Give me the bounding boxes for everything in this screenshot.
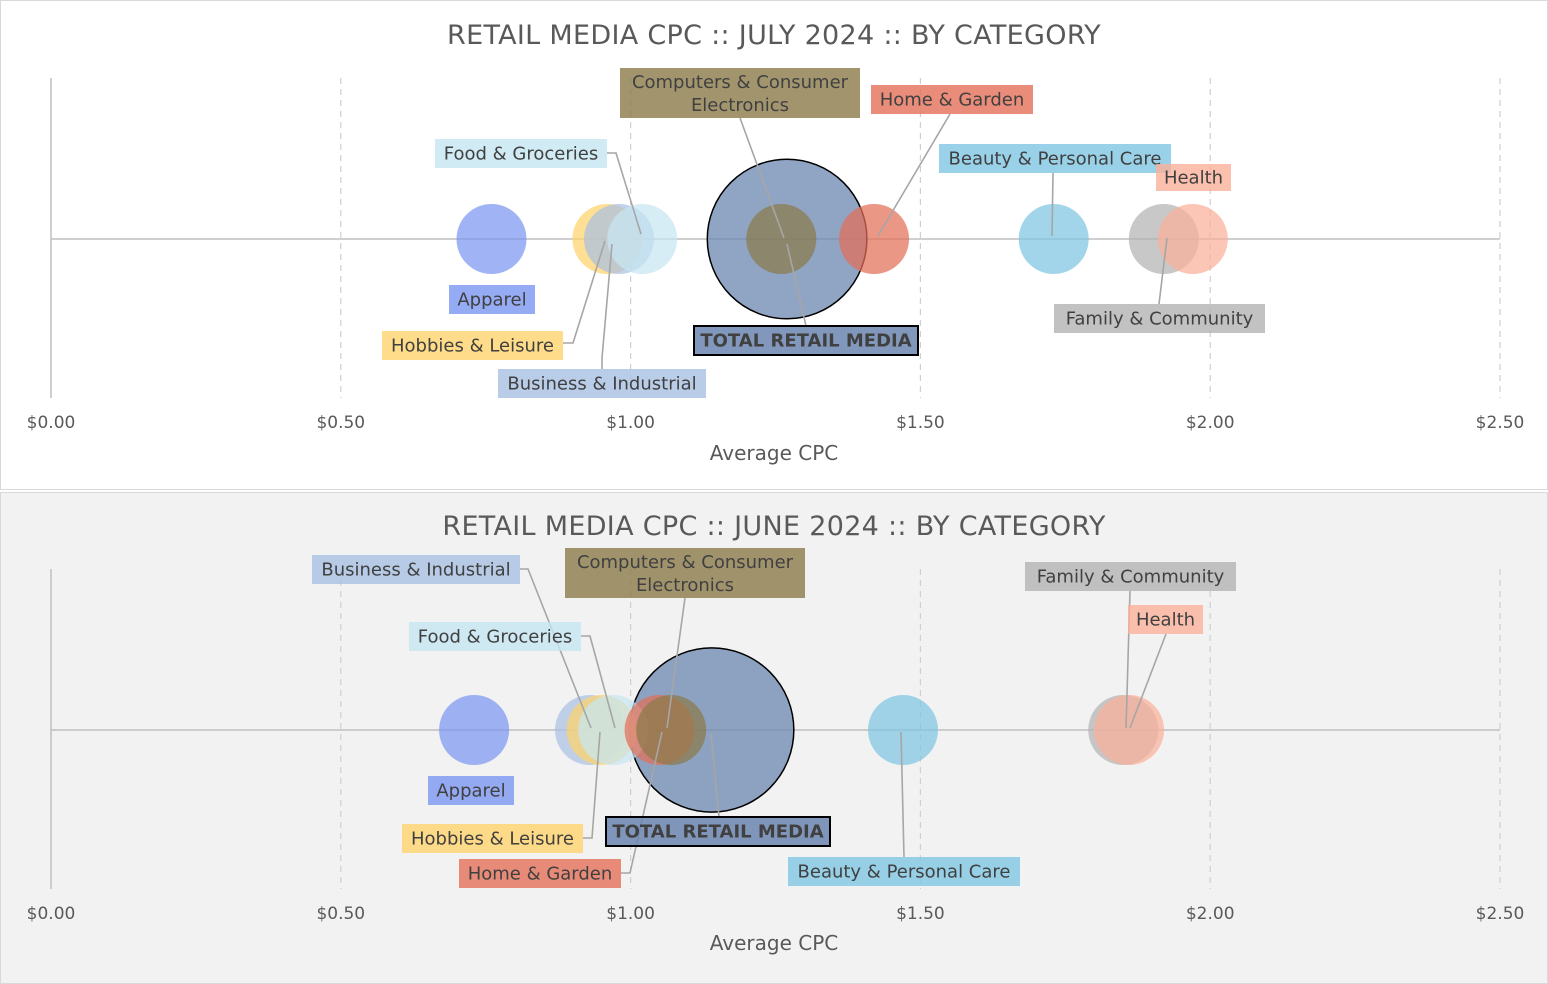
leader-line — [520, 568, 592, 729]
leader-line — [1129, 633, 1167, 729]
x-tick-label: $2.00 — [1186, 413, 1235, 433]
x-tick-label: $1.00 — [606, 904, 655, 924]
data-label-home-and-garden: Home & Garden — [468, 864, 613, 885]
label-box — [449, 285, 535, 314]
x-tick-label: $2.50 — [1476, 413, 1525, 433]
label-box — [1156, 164, 1231, 191]
data-label-beauty-and-personal-care: Beauty & Personal Care — [798, 862, 1011, 883]
leader-line — [1158, 237, 1168, 305]
data-label-total-retail-media: TOTAL RETAIL MEDIA — [700, 331, 911, 352]
bubble-computers-and-consumer-electronics — [636, 695, 707, 765]
data-label-food-and-groceries: Food & Groceries — [418, 627, 572, 648]
x-tick-label: $1.50 — [896, 413, 945, 433]
label-box — [402, 824, 583, 853]
leader-line — [666, 597, 686, 729]
leader-line — [621, 731, 663, 874]
bubble-apparel — [456, 204, 527, 274]
bubble-home-and-garden — [839, 204, 910, 274]
data-label-health: Health — [1164, 168, 1223, 189]
x-tick-label: $2.50 — [1476, 904, 1525, 924]
data-label-family-and-community: Family & Community — [1037, 567, 1225, 588]
leader-line — [601, 243, 613, 369]
label-box — [1025, 562, 1236, 591]
data-label-apparel: Apparel — [436, 781, 505, 802]
label-box — [693, 325, 919, 356]
data-label-food-and-groceries: Food & Groceries — [444, 144, 598, 165]
bubble-beauty-and-personal-care — [1018, 204, 1089, 274]
leader-line — [739, 117, 785, 239]
label-box — [498, 369, 706, 398]
bubble-health — [1157, 204, 1228, 274]
x-tick-label: $1.00 — [606, 413, 655, 433]
leader-line — [581, 635, 616, 729]
leader-line — [710, 733, 720, 818]
leader-line — [786, 243, 807, 327]
label-box — [565, 548, 805, 598]
x-tick-label: $1.50 — [896, 904, 945, 924]
leader-line — [877, 113, 951, 237]
label-box — [788, 857, 1020, 886]
label-box — [428, 776, 514, 805]
data-label-health: Health — [1136, 610, 1195, 631]
label-box — [939, 144, 1171, 173]
data-label-computers-and-consumer-electronics: Computers & Consumer Electronics — [577, 552, 794, 596]
label-box — [1128, 605, 1203, 634]
chart-title: RETAIL MEDIA CPC :: JULY 2024 :: BY CATE… — [447, 20, 1101, 51]
label-box — [620, 68, 860, 118]
data-label-home-and-garden: Home & Garden — [880, 90, 1025, 111]
data-label-business-and-industrial: Business & Industrial — [321, 560, 510, 581]
bubble-computers-and-consumer-electronics — [746, 204, 817, 274]
label-box — [312, 555, 520, 584]
x-tick-label: $0.50 — [316, 413, 365, 433]
chart-panel-2: RETAIL MEDIA CPC :: JUNE 2024 :: BY CATE… — [0, 492, 1548, 984]
data-label-beauty-and-personal-care: Beauty & Personal Care — [949, 149, 1162, 170]
leader-line — [563, 240, 606, 344]
data-label-total-retail-media: TOTAL RETAIL MEDIA — [612, 822, 823, 843]
data-label-hobbies-and-leisure: Hobbies & Leisure — [411, 829, 574, 850]
data-label-business-and-industrial: Business & Industrial — [507, 374, 696, 395]
x-axis-label: Average CPC — [710, 441, 838, 465]
data-label-computers-and-consumer-electronics: Computers & Consumer Electronics — [632, 72, 849, 116]
chart-panel-1: RETAIL MEDIA CPC :: JULY 2024 :: BY CATE… — [0, 0, 1548, 490]
data-label-hobbies-and-leisure: Hobbies & Leisure — [391, 336, 554, 357]
x-tick-label: $0.00 — [27, 904, 76, 924]
data-label-family-and-community: Family & Community — [1066, 309, 1254, 330]
label-box — [459, 859, 621, 888]
bubble-food-and-groceries — [607, 204, 678, 274]
leader-line — [583, 731, 601, 839]
bubble-beauty-and-personal-care — [868, 695, 939, 765]
label-box — [435, 139, 607, 168]
leader-line — [607, 152, 642, 235]
x-tick-label: $2.00 — [1186, 904, 1235, 924]
chart-title: RETAIL MEDIA CPC :: JUNE 2024 :: BY CATE… — [442, 511, 1105, 542]
label-box — [1054, 304, 1265, 333]
x-tick-label: $0.00 — [27, 413, 76, 433]
data-label-apparel: Apparel — [457, 290, 526, 311]
x-axis-label: Average CPC — [710, 931, 838, 955]
x-tick-label: $0.50 — [316, 904, 365, 924]
bubble-apparel — [439, 695, 510, 765]
label-box — [382, 331, 563, 360]
label-box — [409, 622, 581, 651]
leader-line — [1051, 172, 1054, 237]
leader-line — [900, 731, 905, 858]
bubble-health — [1094, 695, 1165, 765]
label-box — [871, 85, 1033, 114]
label-box — [605, 816, 831, 847]
